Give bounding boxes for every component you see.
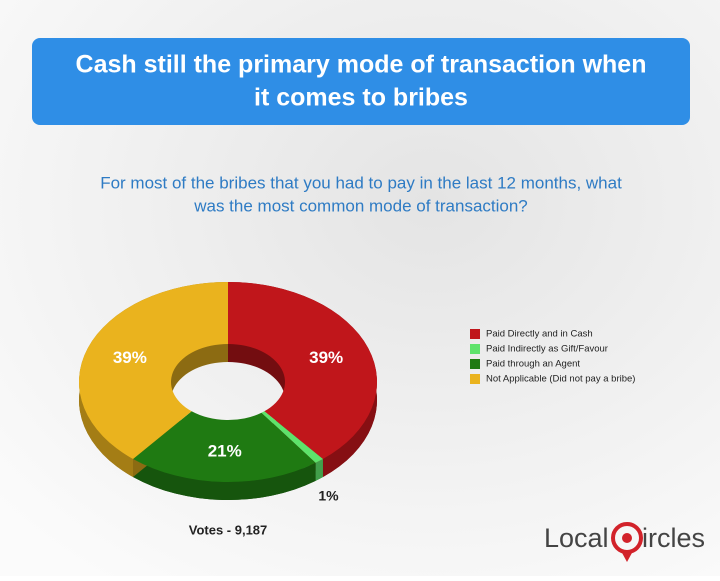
title-box (32, 38, 690, 125)
donut-chart: 39% 1% 21% 39% (78, 282, 377, 504)
slice-side (133, 459, 316, 501)
data-label: 39% (113, 348, 147, 367)
title-line: it comes to bribes (254, 84, 468, 112)
slice (133, 411, 316, 482)
legend: Paid Directly and in Cash Paid Indirectly… (470, 329, 635, 385)
votes-annotation: Votes - 9,187 (189, 522, 268, 537)
data-label: 1% (318, 488, 339, 504)
legend-label: Not Applicable (Did not pay a bribe) (486, 374, 635, 385)
legend-swatch (470, 329, 480, 339)
slice (78, 282, 228, 460)
data-label: 39% (309, 348, 343, 367)
subtitle-line: was the most common mode of transaction? (193, 196, 528, 215)
legend-label: Paid Directly and in Cash (486, 329, 593, 340)
legend-label: Paid Indirectly as Gift/Favour (486, 344, 608, 355)
slice-side (315, 459, 323, 481)
logo-text: ircles (642, 523, 705, 553)
legend-swatch (470, 374, 480, 384)
logo-icon (621, 551, 633, 562)
legend-swatch (470, 359, 480, 369)
slice (261, 411, 323, 463)
legend-swatch (470, 344, 480, 354)
slice (228, 282, 377, 460)
subtitle-line: For most of the bribes that you had to p… (100, 173, 622, 192)
legend-label: Paid through an Agent (486, 359, 580, 370)
logo-icon (622, 533, 632, 543)
logo-text: Local (544, 523, 609, 553)
data-label: 21% (208, 441, 242, 460)
title-line: Cash still the primary mode of transacti… (76, 51, 647, 79)
